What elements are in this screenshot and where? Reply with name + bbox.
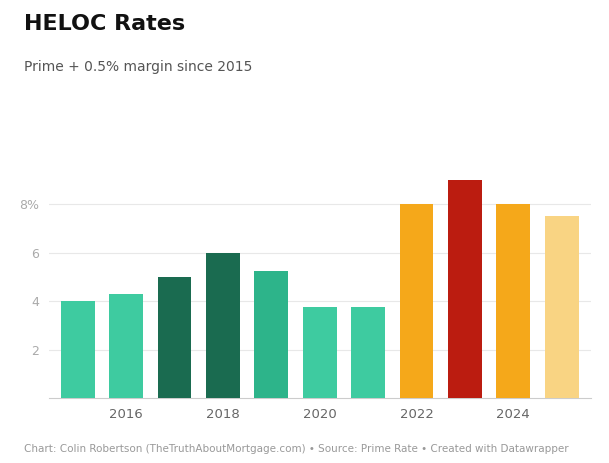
Bar xyxy=(400,204,434,398)
Bar xyxy=(158,277,191,398)
Bar xyxy=(303,307,337,398)
Bar xyxy=(109,294,143,398)
Bar xyxy=(545,216,579,398)
Bar xyxy=(255,271,288,398)
Text: HELOC Rates: HELOC Rates xyxy=(24,14,186,34)
Text: Chart: Colin Robertson (TheTruthAboutMortgage.com) • Source: Prime Rate • Create: Chart: Colin Robertson (TheTruthAboutMor… xyxy=(24,444,569,454)
Bar xyxy=(448,180,482,398)
Bar xyxy=(351,307,385,398)
Bar xyxy=(496,204,530,398)
Bar xyxy=(206,253,240,398)
Bar xyxy=(61,301,94,398)
Text: Prime + 0.5% margin since 2015: Prime + 0.5% margin since 2015 xyxy=(24,60,253,74)
